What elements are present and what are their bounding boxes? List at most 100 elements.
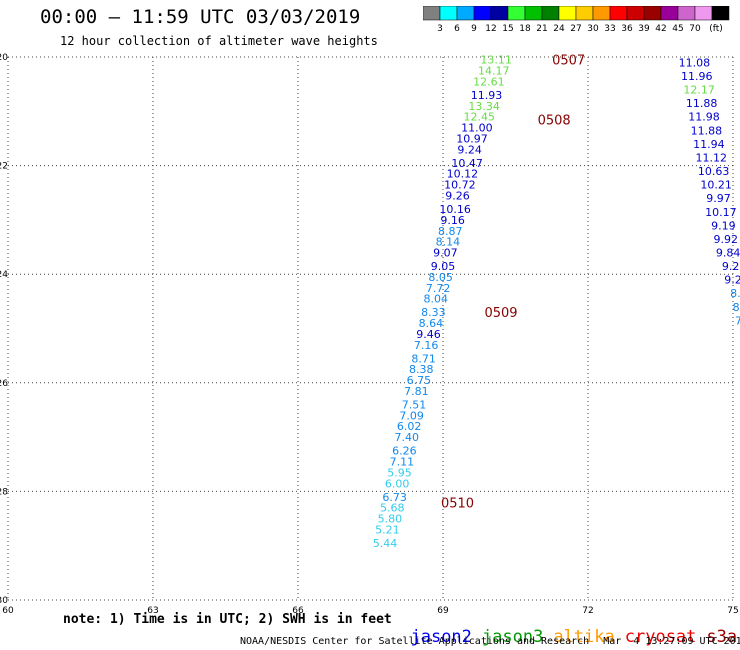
x-tick-label: 69	[437, 606, 449, 616]
wave-height-label: 8.64	[419, 317, 444, 330]
wave-height-label: 9.2	[722, 260, 740, 273]
wave-height-label: 11.08	[679, 56, 711, 69]
wave-height-label: 9.26	[445, 189, 470, 202]
color-swatch	[423, 6, 441, 21]
wave-height-label: 12.61	[473, 75, 505, 88]
wave-height-label: 10.21	[700, 179, 732, 192]
wave-height-label: 8.33	[421, 306, 446, 319]
color-swatch	[541, 6, 560, 21]
legend-altika: altika	[553, 627, 615, 647]
color-swatch	[456, 6, 475, 21]
color-swatch	[439, 6, 458, 21]
wave-height-label: 11.93	[471, 89, 503, 102]
wave-height-label: 9.92	[714, 233, 739, 246]
wave-height-label: 9.05	[431, 260, 456, 273]
wave-height-labels: 13.1114.1712.6111.9313.3412.4511.0010.97…	[373, 54, 740, 550]
x-tick-label: 72	[582, 606, 593, 616]
colorbar-tick-label: 3	[437, 24, 443, 34]
y-tick-label: -28	[0, 487, 8, 497]
page-subtitle: 12 hour collection of altimeter wave hei…	[60, 34, 378, 48]
legend-jason2: jason2	[410, 627, 472, 647]
y-tick-label: -26	[0, 379, 8, 389]
color-swatch	[524, 6, 543, 21]
wave-height-label: 12.45	[464, 111, 496, 124]
wave-height-label: 7.51	[402, 399, 427, 412]
wave-height-label: 8.04	[424, 293, 449, 306]
color-swatch	[626, 6, 645, 21]
colorbar-tick-label: 36	[621, 24, 633, 34]
wave-height-label: 9.84	[716, 246, 740, 259]
wave-height-label: 5.95	[387, 466, 412, 479]
colorbar-tick-label: 27	[570, 24, 581, 34]
wave-height-label: 11.88	[691, 124, 723, 137]
wave-height-label: 9.16	[440, 214, 465, 227]
wave-height-label: 5.80	[378, 513, 403, 526]
color-swatch	[473, 6, 492, 21]
colorbar-tick-label: 18	[519, 24, 531, 34]
legend-jason3: jason3	[481, 627, 544, 647]
color-scale: 3 6 9 12 15 18 21 24 27 30 33 36 39 42 45 70 (ft)	[423, 6, 730, 34]
colorbar-tick-label: 39	[638, 24, 650, 34]
wave-height-label: 14.17	[478, 65, 510, 78]
time-labels: 0507 0508 0509 0510	[441, 54, 585, 512]
colorbar-tick-label: 15	[502, 24, 513, 34]
color-swatch	[490, 6, 509, 21]
wave-height-label: 7.09	[399, 409, 424, 422]
x-tick-label: 60	[2, 606, 14, 616]
y-tick-label: -30	[0, 596, 8, 606]
wave-height-label: 7.16	[414, 339, 439, 352]
wave-height-label: 7.81	[404, 385, 429, 398]
color-swatch	[507, 6, 526, 21]
wave-height-label: 10.17	[705, 206, 737, 219]
y-tick-label: -24	[0, 270, 8, 280]
axis-labels: 60 63 66 69 72 75 -20 -22 -24 -26 -28 -30	[0, 53, 739, 616]
color-swatch	[609, 6, 628, 21]
wave-height-label: 8.71	[411, 352, 436, 365]
wave-height-label: 7.40	[395, 431, 420, 444]
colorbar-tick-label: 12	[485, 24, 496, 34]
colorbar-tick-label: 21	[536, 24, 547, 34]
wave-height-label: 9.07	[433, 246, 458, 259]
wave-height-label: 6.00	[385, 477, 410, 490]
legend-cryosat: cryosat	[624, 627, 697, 647]
wave-height-label: 5.44	[373, 537, 398, 550]
wave-height-label: 7.	[735, 314, 740, 327]
colorbar-tick-label: 30	[587, 24, 599, 34]
color-swatch	[643, 6, 662, 21]
x-tick-label: 63	[147, 606, 158, 616]
note-text: note: 1) Time is in UTC; 2) SWH is in fe…	[63, 612, 392, 627]
wave-height-label: 8.	[730, 287, 740, 300]
wave-height-label: 8.38	[409, 363, 434, 376]
timestamp: Mar 4 13:27:09 UTC 2019	[603, 636, 740, 647]
colorbar-tick-label: 24	[553, 24, 565, 34]
wave-height-label: 6.75	[407, 374, 432, 387]
footer: NOAA/NESDIS Center for Satellite Applica…	[240, 636, 740, 647]
wave-height-label: 8.	[733, 301, 740, 314]
color-swatch	[592, 6, 611, 21]
grid-lines	[7, 56, 734, 601]
wave-height-label: 11.94	[693, 138, 725, 151]
wave-height-label: 8.14	[436, 236, 461, 249]
wave-height-label: 6.73	[382, 491, 407, 504]
wave-height-label: 13.34	[468, 100, 500, 113]
color-swatch	[660, 6, 679, 21]
wave-height-label: 11.96	[681, 70, 713, 83]
wave-height-label: 9.2	[724, 274, 740, 287]
colorbar-tick-label: 45	[672, 24, 683, 34]
wave-height-label: 9.19	[711, 219, 736, 232]
wave-height-label: 10.97	[456, 132, 488, 145]
wave-height-label: 5.21	[375, 523, 400, 536]
wave-height-label: 6.02	[397, 420, 422, 433]
time-label: 0509	[484, 306, 517, 321]
wave-height-label: 7.72	[426, 282, 451, 295]
wave-height-label: 11.00	[461, 122, 493, 135]
colorbar-tick-label: 70	[689, 24, 701, 34]
x-tick-label: 66	[292, 606, 304, 616]
y-tick-label: -20	[0, 53, 8, 63]
time-label: 0508	[538, 113, 571, 128]
wave-height-label: 12.17	[683, 84, 715, 97]
y-tick-label: -22	[0, 162, 8, 172]
wave-height-label: 10.12	[447, 168, 479, 181]
x-tick-label: 75	[727, 606, 738, 616]
color-swatch	[558, 6, 577, 21]
